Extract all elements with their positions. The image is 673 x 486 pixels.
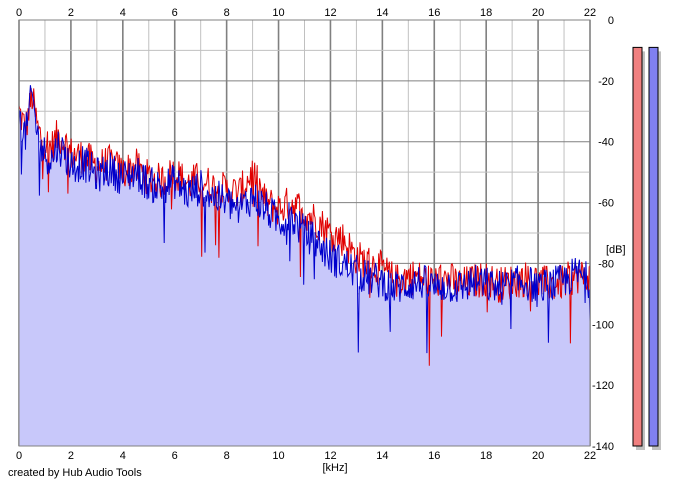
x-tick-label-bottom: 10 <box>272 450 284 462</box>
right-level-meter <box>648 46 659 447</box>
x-tick-label-top: 10 <box>272 7 284 19</box>
y-tick-label: -140 <box>592 441 614 453</box>
spectrum-fill <box>19 85 590 446</box>
y-tick-label: -100 <box>592 319 614 331</box>
y-axis-ticks: 0 -20 -40 -60 -80 -100 -120 -140 <box>592 15 614 453</box>
x-tick-label-bottom: 4 <box>120 450 126 462</box>
x-tick-label-bottom: 8 <box>224 450 230 462</box>
x-tick-label-top: 14 <box>376 7 388 19</box>
x-axis-top-ticks: 0 2 4 6 8 10 12 14 16 18 20 22 <box>16 7 596 19</box>
x-tick-label-bottom: 20 <box>532 450 544 462</box>
y-tick-label: -120 <box>592 380 614 392</box>
y-tick-label: -40 <box>598 137 614 149</box>
x-tick-label-bottom: 0 <box>16 450 22 462</box>
x-tick-label-top: 8 <box>224 7 230 19</box>
y-tick-label: -80 <box>598 258 614 270</box>
y-tick-label: 0 <box>608 15 614 27</box>
x-tick-label-bottom: 18 <box>480 450 492 462</box>
x-tick-label-bottom: 16 <box>428 450 440 462</box>
x-tick-label-top: 16 <box>428 7 440 19</box>
x-tick-label-bottom: 12 <box>324 450 336 462</box>
spectrum-fill-area <box>19 85 590 446</box>
x-tick-label-top: 22 <box>584 7 596 19</box>
spectrum-lines <box>18 85 591 366</box>
x-tick-label-top: 12 <box>324 7 336 19</box>
x-tick-label-bottom: 14 <box>376 450 388 462</box>
x-axis-label: [kHz] <box>322 462 347 474</box>
left-level-meter <box>632 46 643 447</box>
right-channel-line <box>18 85 591 354</box>
x-tick-label-top: 2 <box>68 7 74 19</box>
level-meters <box>632 46 661 451</box>
y-axis-label: [dB] <box>606 244 626 256</box>
x-axis-bottom-ticks: 0 2 4 6 8 10 12 14 16 18 20 22 <box>16 450 596 462</box>
x-tick-label-top: 6 <box>172 7 178 19</box>
x-tick-label-top: 0 <box>16 7 22 19</box>
x-tick-label-top: 20 <box>532 7 544 19</box>
y-tick-label: -60 <box>598 198 614 210</box>
credit-text: created by Hub Audio Tools <box>8 467 142 479</box>
x-tick-label-top: 4 <box>120 7 126 19</box>
x-tick-label-bottom: 6 <box>172 450 178 462</box>
plot-frame <box>18 19 591 447</box>
y-tick-label: -20 <box>598 76 614 88</box>
x-tick-label-bottom: 2 <box>68 450 74 462</box>
x-tick-label-top: 18 <box>480 7 492 19</box>
x-tick-label-bottom: 22 <box>584 450 596 462</box>
